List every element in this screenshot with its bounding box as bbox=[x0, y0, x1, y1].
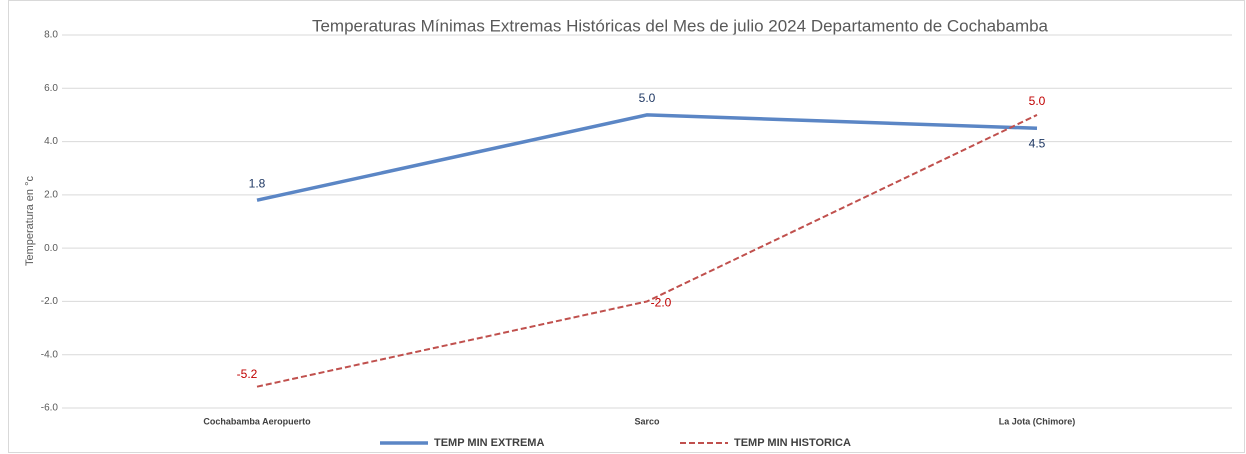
data-label: 4.5 bbox=[1029, 136, 1046, 150]
data-label: 1.8 bbox=[249, 176, 266, 190]
legend-label: TEMP MIN HISTORICA bbox=[734, 437, 851, 449]
y-tick-label: 2.0 bbox=[44, 189, 58, 200]
series-line bbox=[256, 114, 1038, 388]
y-tick-label: 0.0 bbox=[44, 243, 58, 254]
chart-border bbox=[8, 0, 1245, 453]
chart-title: Temperaturas Mínimas Extremas Históricas… bbox=[312, 16, 1049, 35]
y-tick-label: -4.0 bbox=[41, 349, 59, 360]
y-tick-label: 6.0 bbox=[44, 83, 58, 94]
data-label: 5.0 bbox=[639, 91, 656, 105]
data-label: -5.2 bbox=[237, 367, 258, 381]
x-tick-label: Cochabamba Aeropuerto bbox=[203, 416, 311, 426]
legend-label: TEMP MIN EXTREMA bbox=[434, 437, 544, 449]
data-label: 5.0 bbox=[1029, 94, 1046, 108]
y-axis-label: Temperatura en °c bbox=[24, 176, 36, 266]
y-tick-label: -6.0 bbox=[41, 403, 59, 414]
y-tick-label: 4.0 bbox=[44, 136, 58, 147]
data-label: -2.0 bbox=[651, 296, 672, 310]
y-tick-label: 8.0 bbox=[44, 30, 58, 41]
series-line bbox=[256, 113, 1038, 202]
x-tick-label: La Jota (Chimore) bbox=[999, 416, 1076, 426]
x-tick-label: Sarco bbox=[634, 416, 660, 426]
y-tick-label: -2.0 bbox=[41, 296, 59, 307]
